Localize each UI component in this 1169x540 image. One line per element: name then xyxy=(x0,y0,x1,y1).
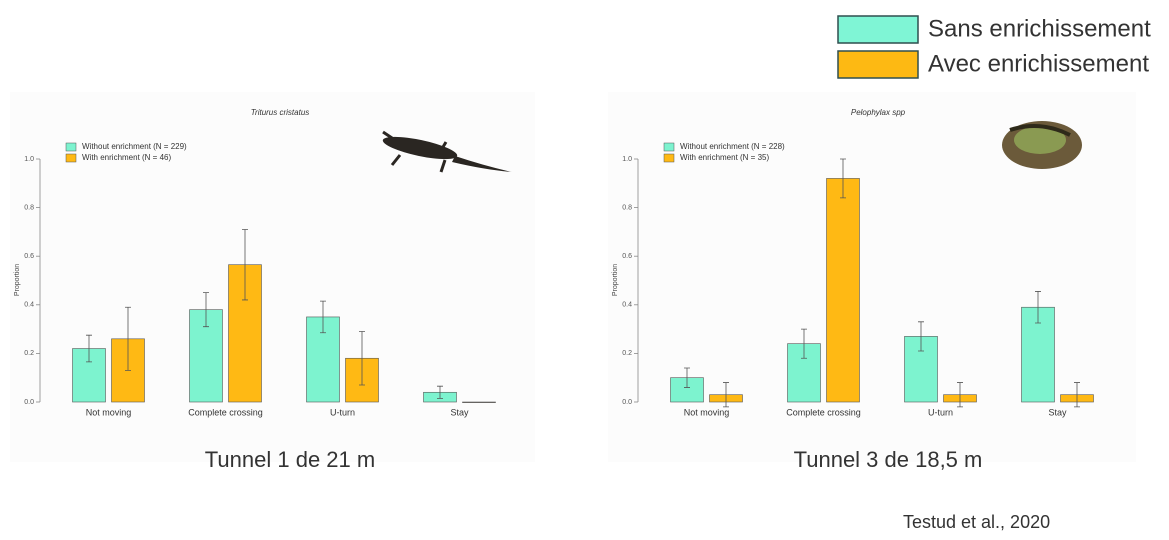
legend-swatch xyxy=(838,16,918,43)
frog-image xyxy=(1002,121,1082,169)
y-tick-label: 0.4 xyxy=(24,302,34,309)
bar xyxy=(463,402,496,403)
legend-label: Without enrichment (N = 228) xyxy=(680,142,785,151)
chart-title: Pelophylax spp xyxy=(851,108,906,117)
y-tick-label: 0.4 xyxy=(622,302,632,309)
caption: Tunnel 1 de 21 m xyxy=(205,447,375,472)
legend-label: With enrichment (N = 46) xyxy=(82,153,171,162)
x-tick-label: U-turn xyxy=(928,407,953,417)
legend-swatch xyxy=(66,154,76,162)
x-tick-label: Not moving xyxy=(684,407,730,417)
x-tick-label: Complete crossing xyxy=(786,407,861,417)
legend-swatch xyxy=(664,154,674,162)
legend-label: Avec enrichissement xyxy=(928,50,1149,77)
legend-swatch xyxy=(66,143,76,151)
legend-label: Without enrichment (N = 229) xyxy=(82,142,187,151)
y-axis-label: Proportion xyxy=(612,264,619,296)
y-tick-label: 0.0 xyxy=(622,399,632,406)
y-tick-label: 0.2 xyxy=(24,350,34,357)
chart-title: Triturus cristatus xyxy=(251,108,310,117)
x-tick-label: Stay xyxy=(450,407,469,417)
y-tick-label: 0.6 xyxy=(622,253,632,260)
bar xyxy=(827,178,860,402)
legend-swatch xyxy=(838,51,918,78)
legend-label: Sans enrichissement xyxy=(928,15,1151,42)
legend-label: With enrichment (N = 35) xyxy=(680,153,769,162)
y-tick-label: 1.0 xyxy=(622,156,632,163)
y-axis-label: Proportion xyxy=(14,264,21,296)
y-tick-label: 1.0 xyxy=(24,156,34,163)
legend-swatch xyxy=(664,143,674,151)
y-tick-label: 0.6 xyxy=(24,253,34,260)
x-tick-label: Complete crossing xyxy=(188,407,263,417)
x-tick-label: Stay xyxy=(1048,407,1067,417)
y-tick-label: 0.8 xyxy=(622,204,632,211)
y-tick-label: 0.0 xyxy=(24,399,34,406)
y-tick-label: 0.8 xyxy=(24,204,34,211)
x-tick-label: U-turn xyxy=(330,407,355,417)
caption: Tunnel 3 de 18,5 m xyxy=(794,447,983,472)
y-tick-label: 0.2 xyxy=(622,350,632,357)
citation: Testud et al., 2020 xyxy=(903,512,1050,532)
slide: Sans enrichissement Avec enrichissement Te… xyxy=(0,0,1169,535)
x-tick-label: Not moving xyxy=(86,407,132,417)
